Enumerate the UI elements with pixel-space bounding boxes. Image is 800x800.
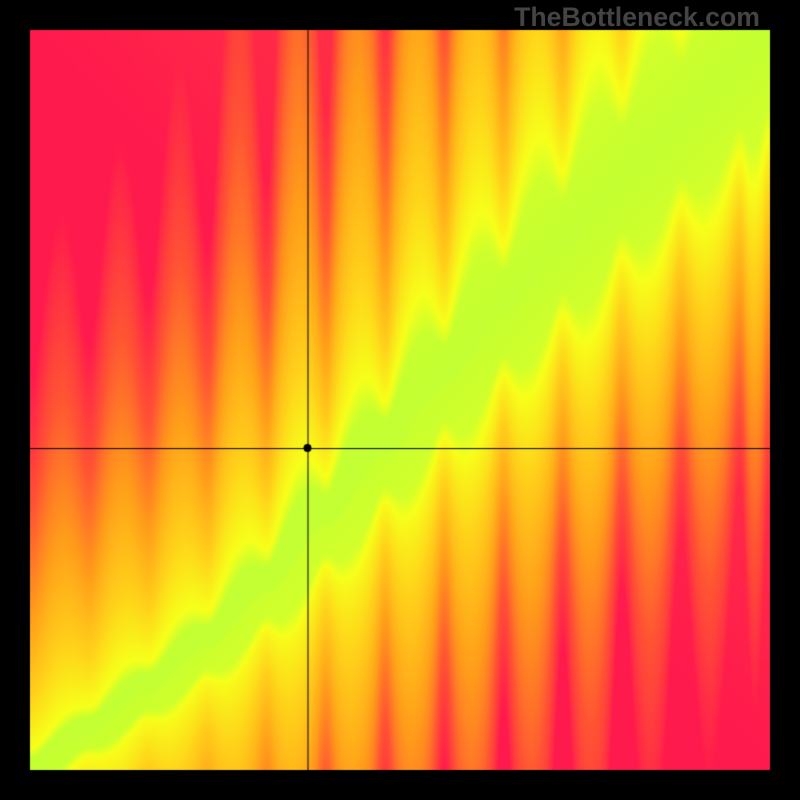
chart-container: TheBottleneck.com (0, 0, 800, 800)
bottleneck-heatmap (0, 0, 800, 800)
watermark-text: TheBottleneck.com (514, 2, 760, 33)
